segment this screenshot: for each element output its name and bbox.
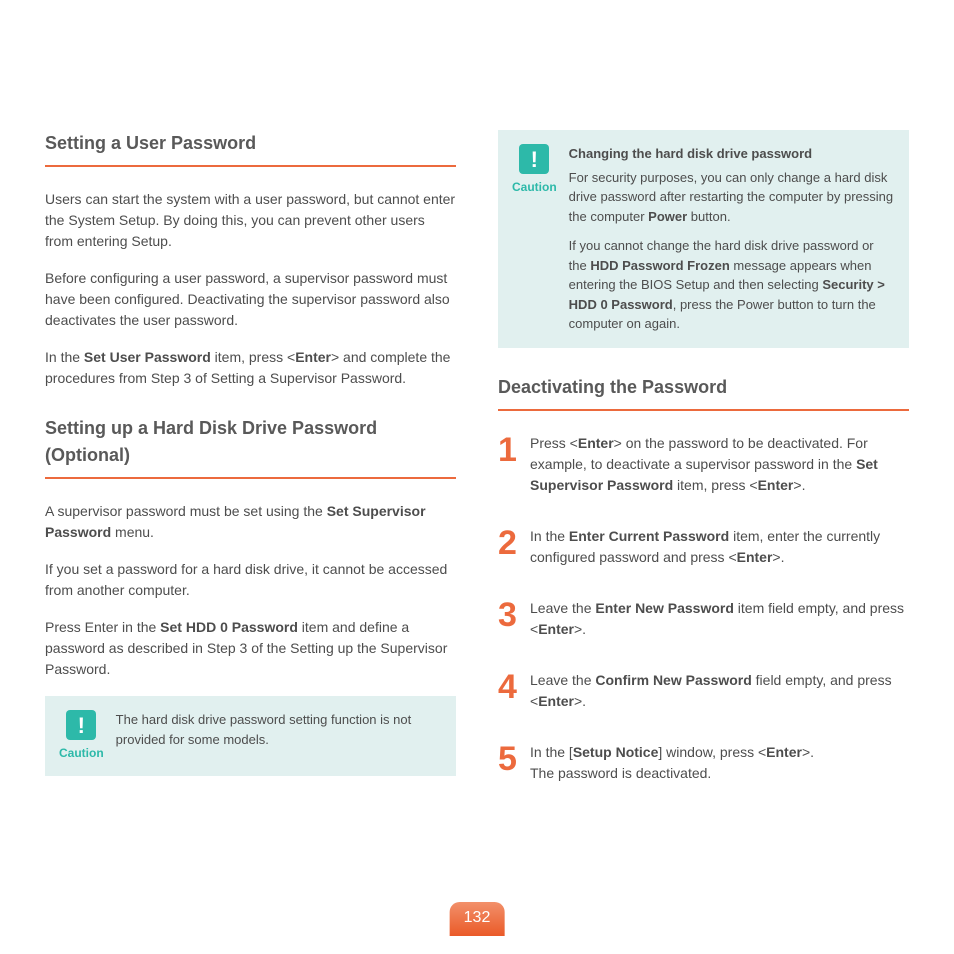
text: >. [772, 549, 784, 565]
paragraph: If you cannot change the hard disk drive… [569, 236, 895, 334]
heading-hdd-password: Setting up a Hard Disk Drive Password (O… [45, 415, 456, 479]
step-1: 1 Press <Enter> on the password to be de… [498, 433, 909, 496]
heading-deactivating: Deactivating the Password [498, 374, 909, 411]
step-5: 5 In the [Setup Notice] window, press <E… [498, 742, 909, 784]
step-text: In the Enter Current Password item, ente… [530, 526, 909, 568]
bold: Setup Notice [573, 744, 659, 760]
bold: Enter [538, 693, 574, 709]
text: A supervisor password must be set using … [45, 503, 327, 519]
step-text: Leave the Confirm New Password field emp… [530, 670, 909, 712]
text: menu. [111, 524, 154, 540]
text: Leave the [530, 600, 595, 616]
bold: Enter [578, 435, 614, 451]
caution-icon-wrap: ! Caution [59, 710, 104, 762]
bold: Power [648, 209, 687, 224]
caution-title: Changing the hard disk drive password [569, 144, 895, 164]
step-3: 3 Leave the Enter New Password item fiel… [498, 598, 909, 640]
caution-box: ! Caution The hard disk drive password s… [45, 696, 456, 776]
right-column: ! Caution Changing the hard disk drive p… [498, 130, 909, 814]
bold: Set User Password [84, 349, 211, 365]
left-column: Setting a User Password Users can start … [45, 130, 456, 814]
paragraph: A supervisor password must be set using … [45, 501, 456, 543]
text: In the [ [530, 744, 573, 760]
paragraph: Before configuring a user password, a su… [45, 268, 456, 331]
step-number: 5 [498, 742, 520, 784]
text: In the [45, 349, 84, 365]
text: >. [793, 477, 805, 493]
caution-label: Caution [512, 178, 557, 196]
text: For security purposes, you can only chan… [569, 170, 893, 224]
bold: Enter [538, 621, 574, 637]
text: Press Enter in the [45, 619, 160, 635]
step-text: Leave the Enter New Password item field … [530, 598, 909, 640]
bold: Confirm New Password [595, 672, 751, 688]
text: ] window, press < [658, 744, 766, 760]
text: >. [574, 693, 586, 709]
bold: Enter Current Password [569, 528, 729, 544]
step-2: 2 In the Enter Current Password item, en… [498, 526, 909, 568]
exclamation-icon: ! [66, 710, 96, 740]
step-number: 4 [498, 670, 520, 712]
text: item, press < [673, 477, 757, 493]
bold: Set HDD 0 Password [160, 619, 298, 635]
step-text: In the [Setup Notice] window, press <Ent… [530, 742, 909, 784]
step-4: 4 Leave the Confirm New Password field e… [498, 670, 909, 712]
caution-text: Changing the hard disk drive password Fo… [569, 144, 895, 334]
paragraph: In the Set User Password item, press <En… [45, 347, 456, 389]
exclamation-icon: ! [519, 144, 549, 174]
text: button. [687, 209, 730, 224]
text: The hard disk drive password setting fun… [116, 712, 412, 747]
paragraph: Users can start the system with a user p… [45, 189, 456, 252]
bold: Enter [766, 744, 802, 760]
text: Press < [530, 435, 578, 451]
caution-box: ! Caution Changing the hard disk drive p… [498, 130, 909, 348]
bold: Enter New Password [595, 600, 734, 616]
text: Leave the [530, 672, 595, 688]
text: item, press < [211, 349, 295, 365]
paragraph: Press Enter in the Set HDD 0 Password it… [45, 617, 456, 680]
heading-user-password: Setting a User Password [45, 130, 456, 167]
caution-label: Caution [59, 744, 104, 762]
bold: Enter [295, 349, 331, 365]
text: The password is deactivated. [530, 765, 711, 781]
bold: HDD Password Frozen [590, 258, 729, 273]
text: In the [530, 528, 569, 544]
step-number: 2 [498, 526, 520, 568]
paragraph: If you set a password for a hard disk dr… [45, 559, 456, 601]
paragraph: For security purposes, you can only chan… [569, 168, 895, 227]
text: >. [802, 744, 814, 760]
page-columns: Setting a User Password Users can start … [45, 130, 909, 814]
caution-icon-wrap: ! Caution [512, 144, 557, 334]
page-number: 132 [450, 902, 505, 936]
bold: Enter [737, 549, 773, 565]
bold: Enter [758, 477, 794, 493]
step-number: 3 [498, 598, 520, 640]
step-text: Press <Enter> on the password to be deac… [530, 433, 909, 496]
caution-text: The hard disk drive password setting fun… [116, 710, 442, 762]
text: >. [574, 621, 586, 637]
step-number: 1 [498, 433, 520, 496]
